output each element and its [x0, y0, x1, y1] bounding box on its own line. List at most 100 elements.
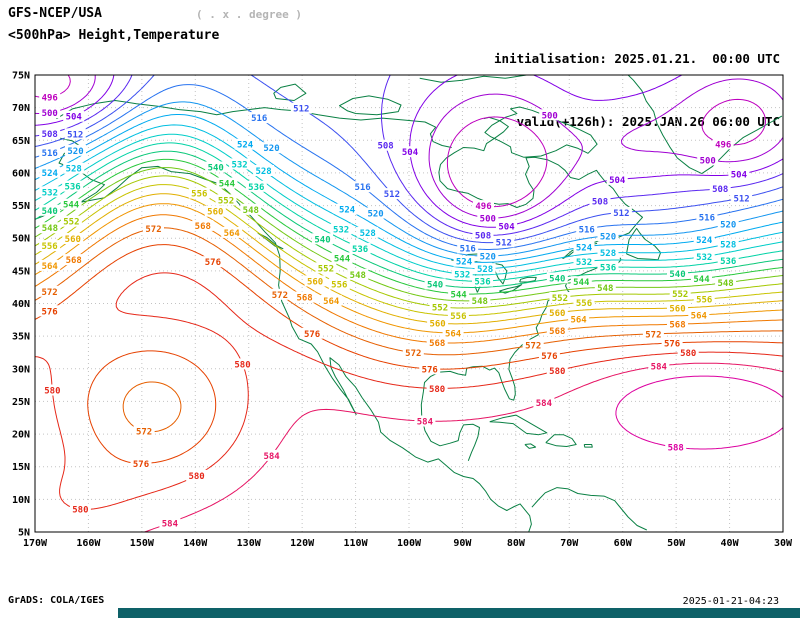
contour-label-bg — [39, 186, 61, 198]
contour-label-bg — [399, 146, 421, 158]
contour-label-bg — [661, 337, 683, 349]
contour-label-bg — [427, 317, 449, 329]
contour-label: 548 — [42, 224, 58, 234]
contour-label: 560 — [65, 235, 81, 245]
contour-label: 528 — [720, 240, 736, 250]
contour-label: 508 — [377, 142, 393, 152]
y-axis-label: 70N — [12, 103, 30, 114]
contour-label: 580 — [234, 360, 250, 370]
contour-label: 516 — [579, 226, 595, 236]
contour-label: 552 — [672, 290, 688, 300]
contour-label: 576 — [541, 352, 557, 362]
contour-label-bg — [570, 276, 592, 288]
contour-label-bg — [696, 211, 718, 223]
contour-label-bg — [192, 219, 214, 231]
contour-label-bg — [597, 247, 619, 259]
contour-label: 512 — [496, 238, 512, 248]
contour-label-bg — [667, 302, 688, 314]
y-axis-label: 25N — [12, 397, 30, 408]
contour-label-bg — [457, 242, 479, 254]
contour-label-bg — [473, 200, 494, 212]
x-axis-label: 130W — [237, 538, 262, 549]
contour-label: 544 — [219, 180, 236, 190]
contour-label: 556 — [191, 190, 207, 200]
contour-label: 516 — [42, 149, 58, 159]
contour-label-bg — [381, 188, 403, 200]
contour-label: 580 — [188, 472, 204, 482]
contour-label: 576 — [422, 365, 438, 375]
contour-label-bg — [693, 251, 715, 262]
contour-label: 540 — [549, 274, 565, 284]
init-time: initialisation: 2025.01.21. 00:00 UTC — [494, 51, 780, 66]
contour-label-bg — [688, 309, 710, 321]
contour-label: 524 — [339, 206, 356, 216]
contour-label: 532 — [454, 271, 470, 281]
contour-label-bg — [159, 517, 181, 529]
contour-label-bg — [693, 234, 715, 245]
contour-label: 580 — [549, 367, 565, 377]
contour-label-bg — [573, 296, 595, 308]
y-axis-label: 30N — [12, 364, 30, 375]
y-axis-label: 45N — [12, 266, 30, 277]
contour-label: 524 — [696, 236, 713, 246]
contour-label-bg — [330, 223, 352, 235]
contour-label: 556 — [331, 281, 347, 291]
contour-label-bg — [717, 218, 739, 230]
contour-label: 544 — [334, 254, 351, 264]
coastline-puerto_rico — [583, 444, 593, 448]
contour-label-bg — [709, 183, 731, 195]
contour-label: 540 — [314, 235, 330, 245]
contour-label: 528 — [255, 167, 271, 177]
contour-label-bg — [667, 268, 688, 279]
contour-label: 576 — [304, 330, 320, 340]
contour-label-bg — [39, 222, 61, 234]
contour-label-bg — [240, 203, 262, 215]
contour-label: 572 — [136, 427, 152, 437]
contour-label-bg — [715, 277, 737, 289]
contour-label: 560 — [207, 208, 223, 218]
contour-label-bg — [597, 261, 619, 273]
contour-label-bg — [424, 278, 446, 290]
contour-label: 504 — [402, 148, 419, 158]
contour-label: 520 — [67, 147, 83, 157]
contour-label: 504 — [609, 176, 626, 186]
y-axis-label: 5N — [18, 528, 30, 539]
contour-label: 496 — [475, 202, 491, 212]
contour-label: 532 — [42, 188, 58, 198]
contour-label-bg — [290, 102, 312, 114]
y-axis-label: 55N — [12, 201, 30, 212]
contour-label-bg — [328, 278, 350, 290]
contour-label: 528 — [66, 165, 82, 175]
contour-label: 564 — [570, 315, 587, 325]
contour-label: 548 — [243, 206, 259, 216]
contour-label-bg — [426, 382, 448, 394]
contour-label-bg — [39, 107, 61, 119]
contour-label: 584 — [651, 363, 668, 373]
contour-588 — [615, 375, 784, 450]
contour-label: 524 — [42, 169, 59, 179]
contour-label-bg — [315, 262, 337, 274]
contour-label: 572 — [145, 225, 161, 235]
y-axis-label: 65N — [12, 136, 30, 147]
model-title: GFS-NCEP/USA — [8, 6, 102, 21]
y-axis-label: 60N — [12, 168, 30, 179]
map-frame — [34, 74, 784, 533]
contour-label-bg — [447, 310, 469, 322]
contour-label-bg — [693, 293, 715, 305]
y-axis-label: 50N — [12, 234, 30, 245]
footer-timestamp: 2025-01-21-04:23 — [682, 596, 779, 607]
contour-label-bg — [477, 212, 499, 224]
contour-label: 572 — [525, 342, 541, 352]
coastline-arctic_islands_top — [419, 74, 527, 83]
contour-label-bg — [261, 449, 283, 461]
contour-label-bg — [312, 233, 333, 245]
contour-label: 548 — [350, 271, 366, 281]
contour-label-bg — [472, 229, 494, 241]
contour-label-bg — [451, 268, 473, 280]
contour-label: 548 — [472, 297, 488, 307]
contour-label-bg — [301, 327, 323, 339]
contour-label: 580 — [72, 506, 88, 516]
contour-536 — [34, 142, 784, 282]
contour-label: 524 — [237, 141, 254, 151]
contour-528 — [34, 124, 784, 270]
